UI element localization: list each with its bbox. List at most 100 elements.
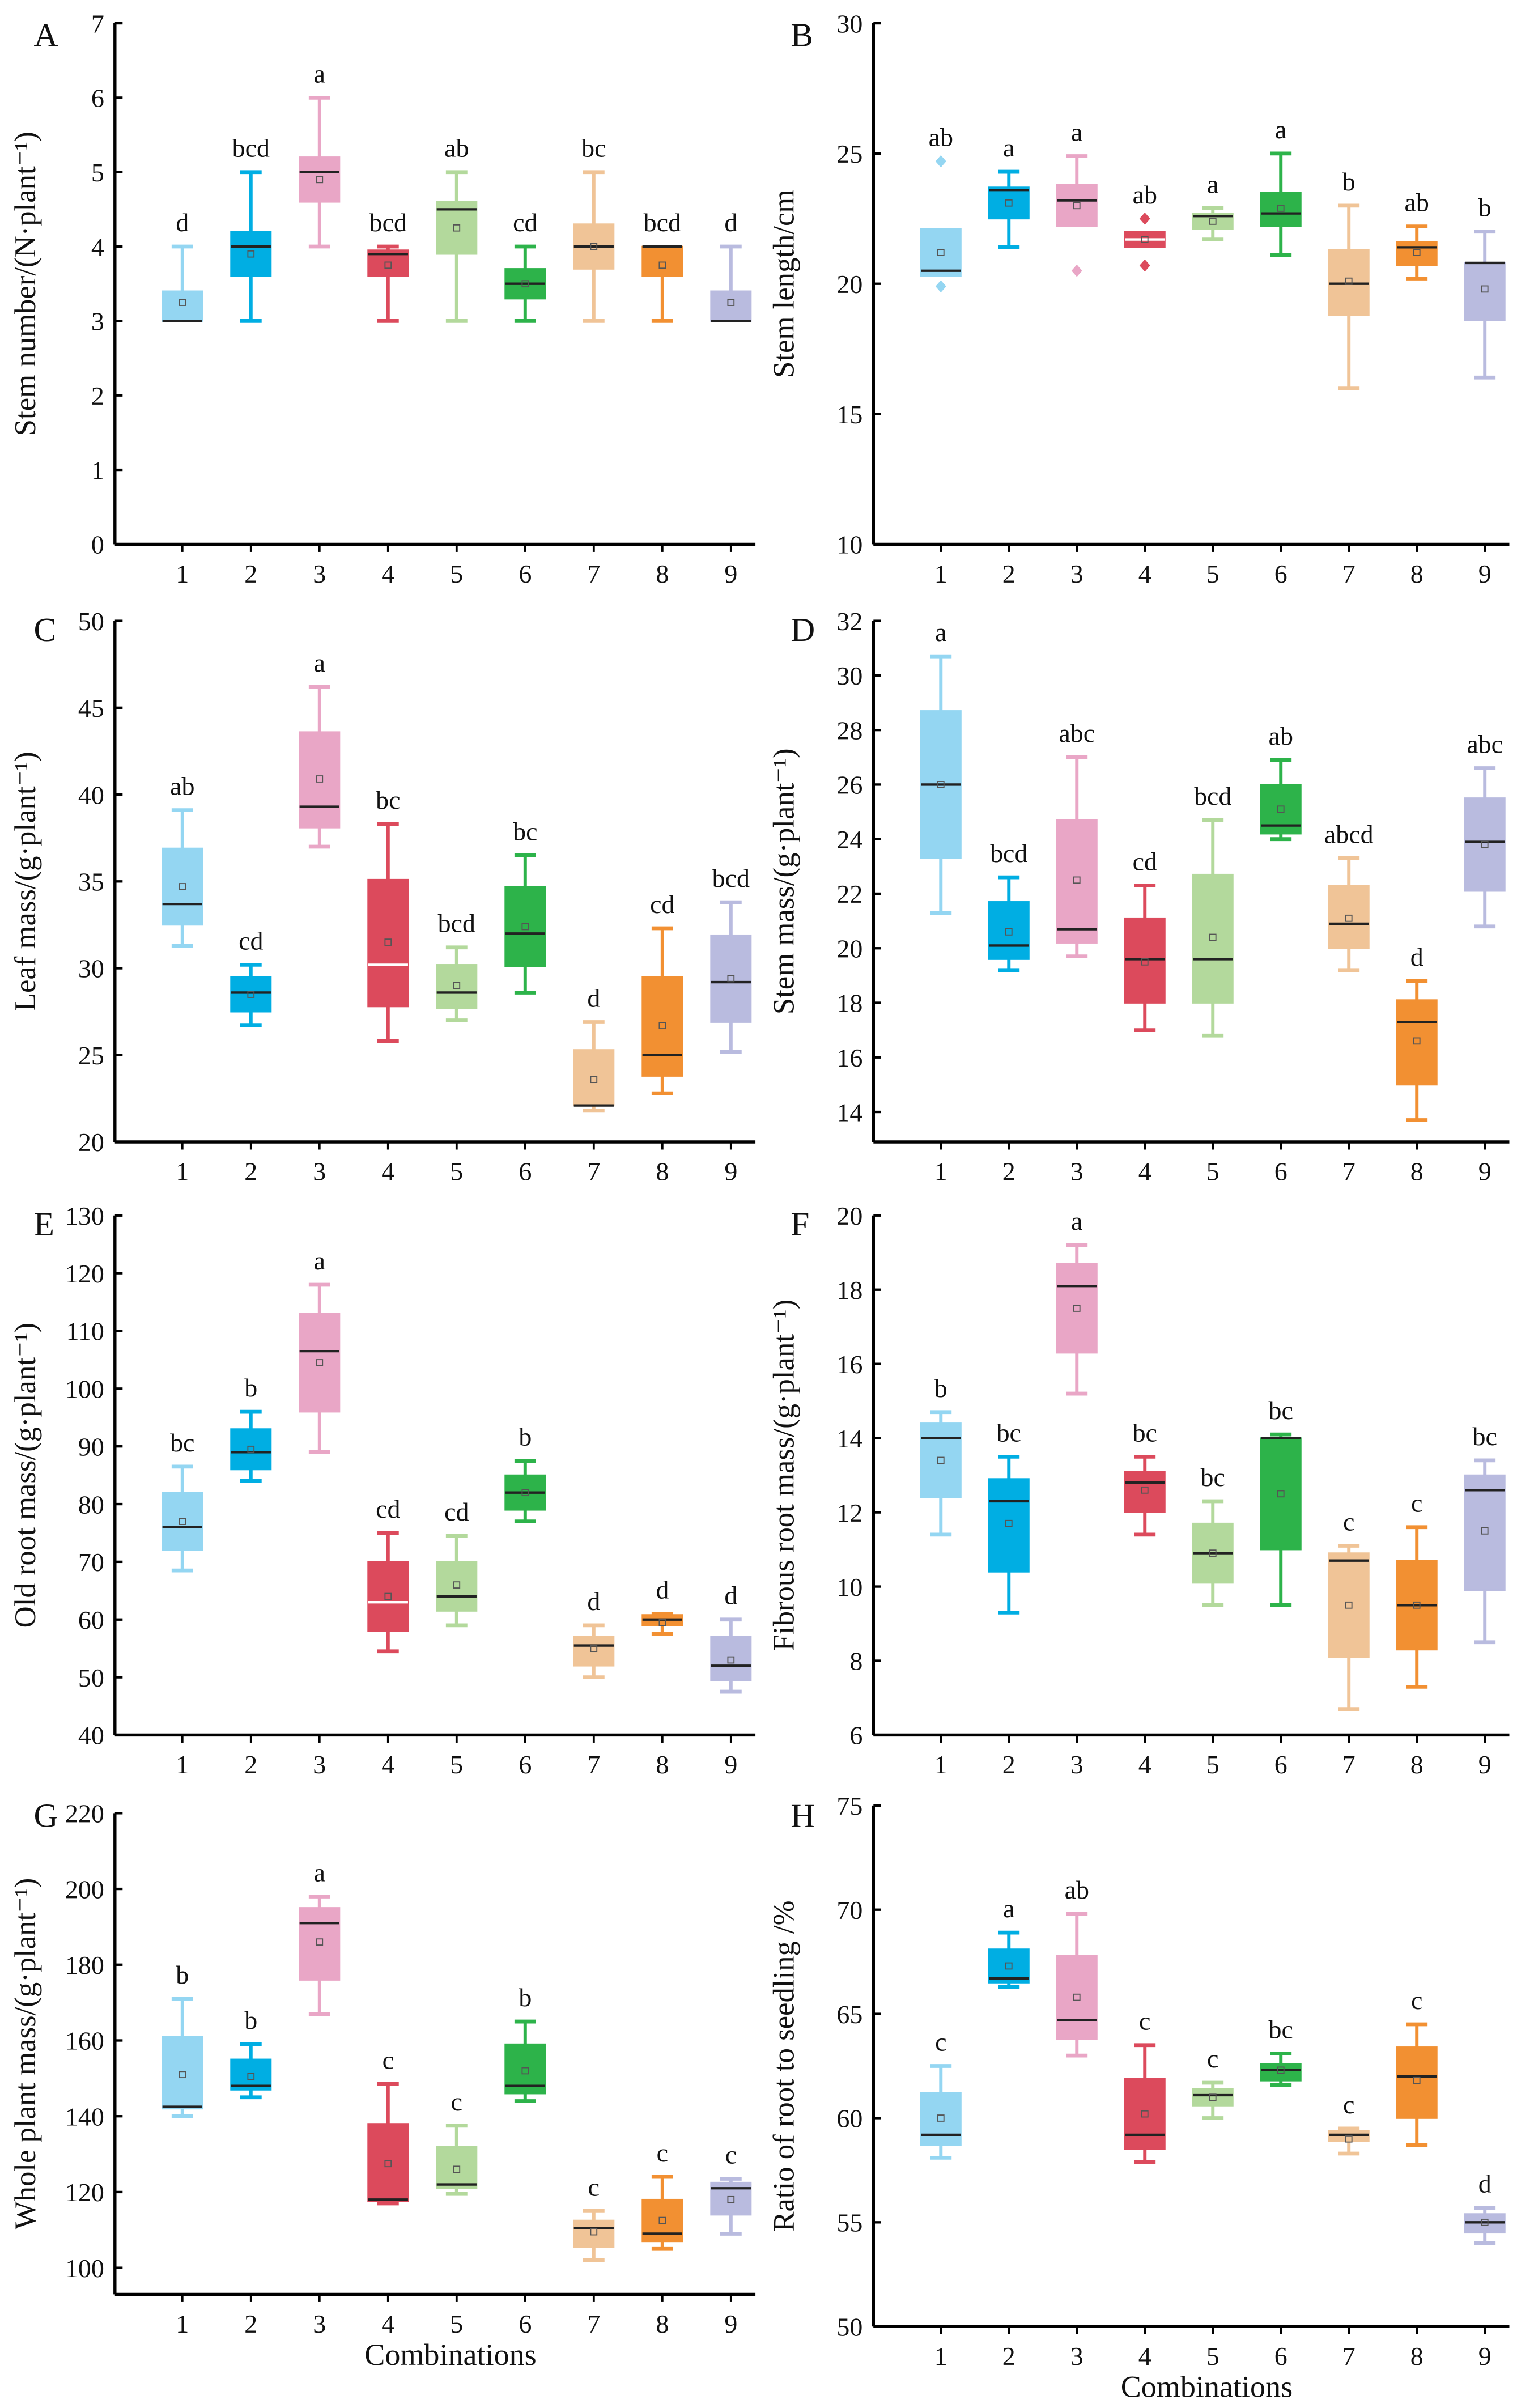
y-tick-label: 70 [836,1896,862,1925]
significance-letter: c [588,2172,600,2201]
x-tick-label: 1 [176,559,189,588]
box-iqr [988,186,1030,220]
y-tick-label: 200 [65,1875,104,1904]
y-tick-label: 30 [836,661,862,690]
mean-marker [658,2216,666,2224]
box-combination-5: ab [436,134,478,323]
mean-marker [937,1456,945,1464]
mean-marker [247,991,255,998]
outlier-point [935,155,946,168]
mean-marker [453,224,461,232]
x-tick-label: 4 [381,2309,394,2338]
box-iqr [1328,885,1370,949]
y-axis-label: Stem length/cm [768,190,801,378]
box-iqr [230,976,272,1013]
x-tick-label: 8 [1410,1157,1423,1186]
mean-marker [1073,1993,1081,2001]
mean-marker [727,2195,735,2203]
x-tick-label: 7 [1342,2342,1355,2371]
mean-marker [1209,2093,1217,2101]
y-tick-label: 6 [91,84,104,113]
y-tick-label: 10 [836,1573,862,1602]
y-tick-label: 60 [78,1606,104,1634]
x-tick-label: 7 [1342,1750,1355,1779]
x-tick-label: 5 [450,1750,463,1779]
significance-letter: c [657,2138,668,2167]
significance-letter: b [1478,193,1491,222]
significance-letter: bcd [232,134,270,163]
x-tick-label: 9 [1478,2342,1491,2371]
mean-marker [453,982,461,989]
x-tick-label: 1 [934,2342,947,2371]
y-tick-label: 160 [65,2027,104,2055]
significance-letter: bcd [438,909,475,938]
box-iqr [710,934,752,1023]
mean-marker [658,261,666,269]
x-tick-label: 4 [1138,1157,1151,1186]
x-tick-label: 8 [1410,2342,1423,2371]
mean-marker [1277,205,1285,212]
y-tick-label: 2 [91,381,104,410]
outlier-point [935,280,946,293]
y-tick-label: 130 [65,1201,104,1230]
y-tick-label: 30 [78,954,104,983]
box-combination-2: cd [230,926,272,1028]
y-axis-label: Stem number/(N·plant⁻¹) [9,131,42,436]
box-combination-5: a [1192,169,1234,241]
x-tick-label: 7 [1342,559,1355,588]
box-combination-7: bc [573,134,615,323]
significance-letter: d [1410,942,1423,971]
significance-letter: d [1478,2169,1491,2198]
box-iqr [504,886,546,967]
x-tick-label: 2 [244,1157,257,1186]
box-combination-1: c [920,2027,962,2160]
significance-letter: abc [1059,719,1095,748]
box-combination-2: bcd [230,134,272,323]
significance-letter: bc [1269,1396,1293,1425]
significance-letter: a [1003,1894,1014,1923]
x-tick-label: 9 [1478,1157,1491,1186]
y-tick-label: 65 [836,2000,862,2029]
significance-letter: bc [376,785,400,814]
mean-marker [1073,202,1081,210]
y-tick-label: 40 [78,780,104,809]
mean-marker [658,1619,666,1626]
significance-letter: bcd [369,208,407,237]
x-tick-label: 1 [176,2309,189,2338]
y-tick-label: 20 [836,270,862,299]
x-tick-label: 6 [519,559,532,588]
panel-A: A 0 1 2 3 4 5 6 7 1 2 3 4 5 6 7 8 9 Stem number/(N·plant⁻¹… [9,9,756,588]
y-tick-label: 0 [91,530,104,559]
significance-letter: d [656,1575,669,1604]
box-iqr [230,2058,272,2091]
y-tick-label: 5 [91,158,104,187]
box-iqr [1056,819,1098,944]
box-combination-5: cd [436,1497,478,1628]
x-tick-label: 4 [1138,2342,1151,2371]
box-combination-4: cd [367,1494,409,1654]
box-iqr [920,2092,962,2146]
mean-marker [1141,236,1149,243]
x-tick-label: 3 [313,1750,326,1779]
box-iqr [1192,2088,1234,2107]
x-tick-label: 1 [176,1157,189,1186]
mean-marker [590,243,598,250]
box-iqr [1464,1474,1506,1591]
y-tick-label: 16 [836,1043,862,1072]
x-tick-label: 7 [587,1157,600,1186]
x-tick-label: 2 [244,1750,257,1779]
x-tick-label: 1 [934,1157,947,1186]
mean-marker [1413,1037,1421,1045]
y-tick-label: 8 [849,1647,862,1676]
significance-letter: abc [1467,729,1503,758]
y-tick-label: 80 [78,1490,104,1519]
y-tick-label: 3 [91,307,104,336]
mean-marker [1481,2218,1489,2226]
x-tick-label: 8 [1410,1750,1423,1779]
x-tick-label: 2 [1002,1750,1015,1779]
significance-letter: bcd [1194,782,1231,810]
y-tick-label: 25 [78,1041,104,1070]
box-combination-3: a [299,648,341,849]
significance-letter: c [935,2027,946,2056]
